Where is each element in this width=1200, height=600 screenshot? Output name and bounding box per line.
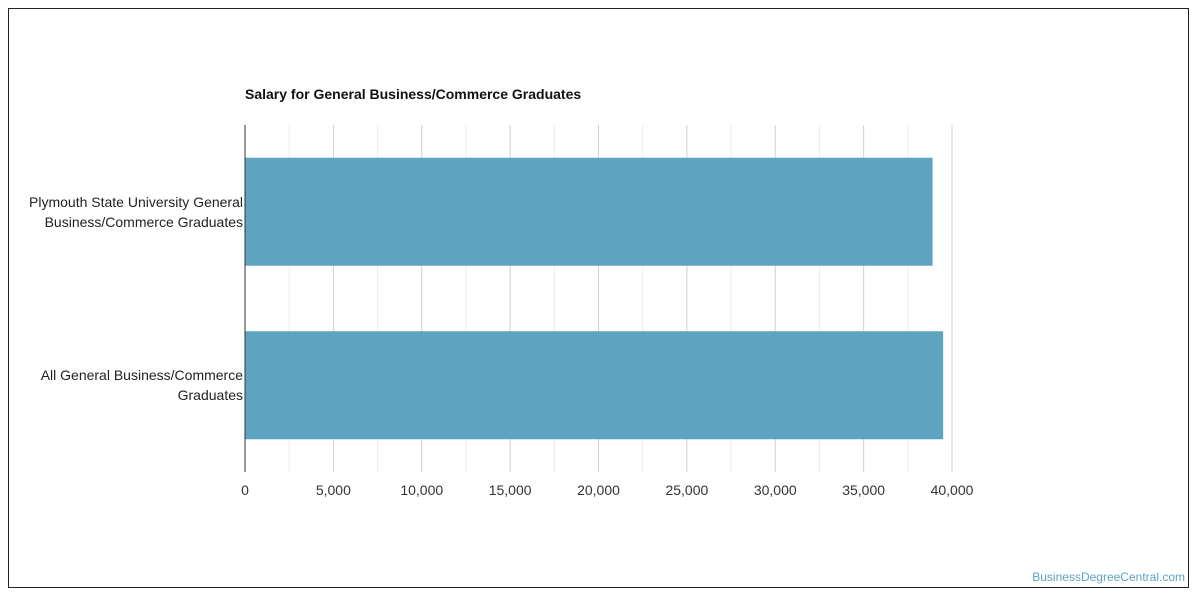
x-tick-labels: 0 5,000 10,000 15,000 20,000 25,000 30,000 35,0… [241, 482, 974, 498]
bars [245, 157, 944, 440]
category-label-line: All General Business/Commerce [40, 367, 243, 383]
x-tick-label: 5,000 [316, 482, 351, 498]
chart-title: Salary for General Business/Commerce Gra… [245, 86, 582, 102]
category-label-line: Business/Commerce Graduates [44, 214, 243, 230]
x-tick-label: 15,000 [489, 482, 532, 498]
x-tick-label: 30,000 [754, 482, 797, 498]
x-tick-label: 10,000 [400, 482, 443, 498]
site-watermark[interactable]: BusinessDegreeCentral.com [1032, 570, 1185, 584]
x-tick-label: 40,000 [931, 482, 974, 498]
category-label-line: Plymouth State University General [29, 194, 243, 210]
chart-frame [8, 8, 1189, 588]
bar-1 [245, 331, 944, 440]
x-tick-label: 25,000 [665, 482, 708, 498]
x-tick-label: 35,000 [842, 482, 885, 498]
bar-0 [245, 157, 933, 266]
x-tick-label: 0 [241, 482, 249, 498]
x-tick-label: 20,000 [577, 482, 620, 498]
category-label-line: Graduates [177, 387, 243, 403]
category-label-plymouth: Plymouth State University General Busine… [3, 192, 243, 232]
category-label-all-graduates: All General Business/Commerce Graduates [3, 365, 243, 405]
